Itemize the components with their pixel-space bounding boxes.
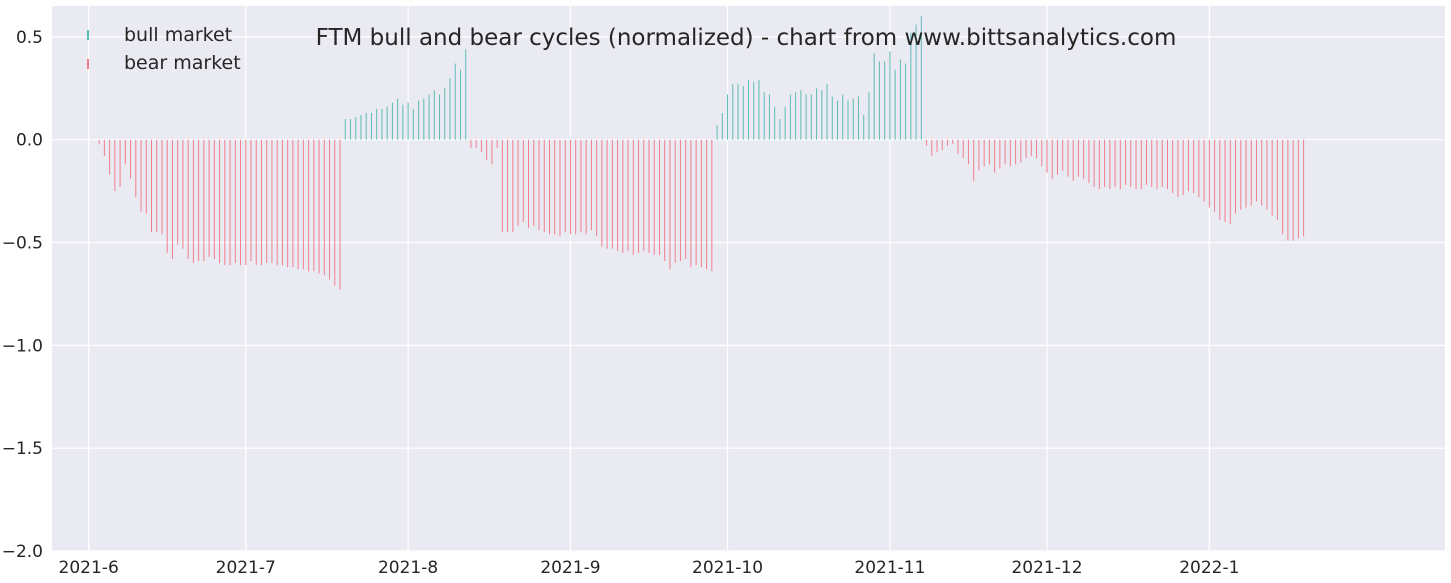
chart-title: FTM bull and bear cycles (normalized) - … bbox=[316, 25, 1177, 51]
y-axis-ticks: 0.5 0.0 −0.5 −1.0 −1.5 −2.0 bbox=[2, 28, 43, 562]
legend-swatch-bull bbox=[87, 30, 89, 40]
y-tick-label: −0.5 bbox=[2, 234, 43, 254]
x-tick-label: 2021-8 bbox=[378, 558, 438, 578]
x-tick-label: 2021-11 bbox=[854, 558, 925, 578]
legend-label-bull: bull market bbox=[124, 24, 232, 46]
y-tick-label: −1.5 bbox=[2, 439, 43, 459]
x-tick-label: 2022-1 bbox=[1179, 558, 1239, 578]
x-tick-label: 2021-12 bbox=[1011, 558, 1082, 578]
x-tick-label: 2021-7 bbox=[216, 558, 276, 578]
x-tick-label: 2021-10 bbox=[692, 558, 763, 578]
x-tick-label: 2021-9 bbox=[540, 558, 600, 578]
bars bbox=[98, 16, 1305, 290]
y-tick-label: −1.0 bbox=[2, 336, 43, 356]
legend-swatch-bear bbox=[87, 59, 89, 69]
y-tick-label: 0.5 bbox=[16, 28, 43, 48]
x-tick-label: 2021-6 bbox=[59, 558, 119, 578]
y-tick-label: −2.0 bbox=[2, 542, 43, 562]
legend-label-bear: bear market bbox=[124, 52, 241, 74]
y-tick-label: 0.0 bbox=[16, 131, 43, 151]
x-axis-ticks: 2021-6 2021-7 2021-8 2021-9 2021-10 2021-11 20… bbox=[59, 558, 1240, 578]
legend: bull market bear market bbox=[87, 24, 241, 74]
